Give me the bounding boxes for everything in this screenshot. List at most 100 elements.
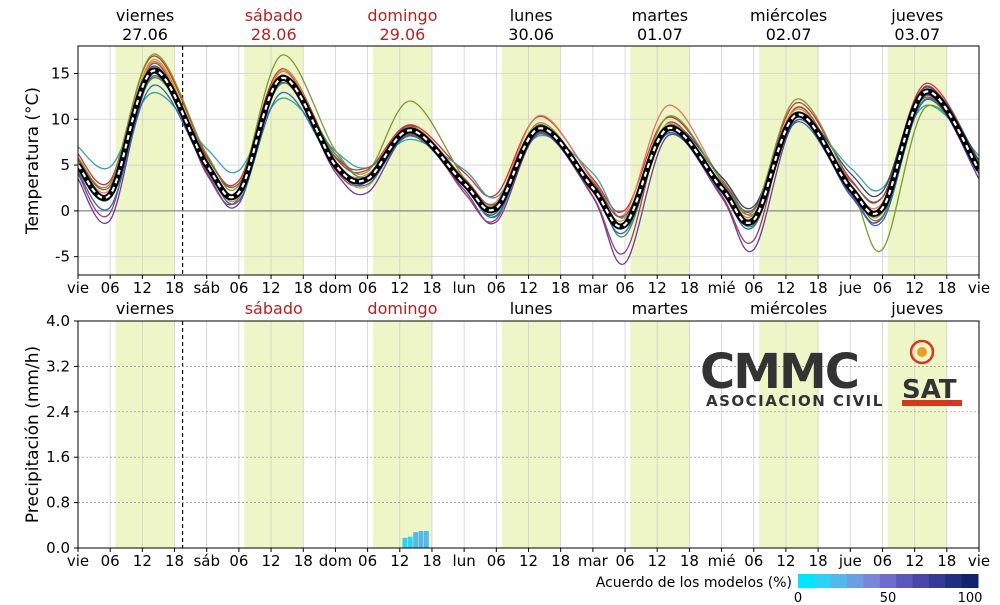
precip-x-tick-label: 06 <box>487 552 506 570</box>
temp-x-tick-label: mar <box>578 279 609 297</box>
precip-x-tick-label: 12 <box>133 552 152 570</box>
precip-bar <box>423 530 429 548</box>
precip-bar <box>407 536 413 548</box>
precip-x-tick-label: vie <box>968 552 990 570</box>
precip-x-tick-label: 12 <box>519 552 538 570</box>
day-name-label: viernes <box>116 6 174 25</box>
temp-daylight-band <box>630 46 690 275</box>
legend-title: Acuerdo de los modelos (%) <box>596 575 792 591</box>
precip-y-tick-label: 3.2 <box>46 357 70 375</box>
temp-x-tick-label: mié <box>708 279 736 297</box>
temp-x-tick-label: 06 <box>744 279 763 297</box>
day-name-label: martes <box>632 6 688 25</box>
precip-x-tick-label: 06 <box>873 552 892 570</box>
temp-x-tick-label: 12 <box>262 279 281 297</box>
temp-y-tick-label: 5 <box>60 156 70 174</box>
temp-x-tick-label: vie <box>968 279 990 297</box>
temp-x-tick-label: 06 <box>101 279 120 297</box>
temp-daylight-band <box>759 46 819 275</box>
temp-x-tick-label: 18 <box>551 279 570 297</box>
legend-color-swatch <box>945 574 963 588</box>
legend-color-swatch <box>961 574 979 588</box>
precip-x-tick-label: 18 <box>551 552 570 570</box>
day-date-label: 27.06 <box>122 25 168 44</box>
temp-x-tick-label: 06 <box>873 279 892 297</box>
temp-x-tick-label: 18 <box>422 279 441 297</box>
temp-x-tick-label: 18 <box>680 279 699 297</box>
agreement-legend: Acuerdo de los modelos (%)0 50 100 <box>596 574 983 605</box>
legend-mid-label: 50 <box>880 591 897 605</box>
day-name-label: sábado <box>245 6 303 25</box>
temp-y-tick-label: 10 <box>51 110 70 128</box>
temp-x-tick-label: jue <box>838 279 862 297</box>
legend-color-swatch <box>798 574 815 588</box>
precip-x-tick-label: 18 <box>809 552 828 570</box>
day-name-label: martes <box>632 299 688 318</box>
logo-wordmark: CMMC <box>700 344 858 400</box>
temp-x-tick-label: vie <box>67 279 89 297</box>
precip-x-tick-label: 06 <box>358 552 377 570</box>
day-name-label: domingo <box>367 299 437 318</box>
legend-color-swatch <box>912 574 930 588</box>
day-name-label: miércoles <box>750 6 827 25</box>
precip-bar <box>418 530 424 548</box>
temp-x-tick-label: 12 <box>390 279 409 297</box>
day-date-label: 29.06 <box>380 25 426 44</box>
temp-x-tick-label: sáb <box>193 279 220 297</box>
legend-max-label: 100 <box>958 591 983 605</box>
precip-daylight-band <box>501 321 561 548</box>
precip-y-tick-label: 0.8 <box>46 494 70 512</box>
signal-dot-icon <box>917 347 927 357</box>
precipitation-panel: vie 06 12 18 sáb 06 12 18 dom 06 12 18 lun 06 12 18 mar 0… <box>23 299 990 570</box>
day-date-label: 30.06 <box>508 25 554 44</box>
legend-color-swatch <box>879 574 897 588</box>
temp-x-tick-label: 12 <box>133 279 152 297</box>
day-name-label: sábado <box>245 299 303 318</box>
precip-x-tick-label: lun <box>453 552 476 570</box>
precip-x-tick-label: 06 <box>615 552 634 570</box>
precip-x-tick-label: 18 <box>422 552 441 570</box>
precip-daylight-band <box>372 321 432 548</box>
precip-y-tick-label: 2.4 <box>46 403 70 421</box>
temp-x-tick-label: 18 <box>937 279 956 297</box>
day-name-label: jueves <box>890 6 943 25</box>
legend-color-swatch <box>896 574 914 588</box>
precip-daylight-band <box>244 321 304 548</box>
precip-x-tick-label: 06 <box>101 552 120 570</box>
precip-x-tick-label: 12 <box>648 552 667 570</box>
day-name-label: miércoles <box>750 299 827 318</box>
temp-x-tick-label: 18 <box>165 279 184 297</box>
temp-x-tick-label: 18 <box>809 279 828 297</box>
legend-color-swatch <box>863 574 881 588</box>
temp-mean-line-dash <box>78 69 979 228</box>
precip-daylight-band <box>887 321 947 548</box>
precip-x-tick-label: mar <box>578 552 609 570</box>
day-date-label: 01.07 <box>637 25 683 44</box>
temp-x-tick-label: 18 <box>294 279 313 297</box>
precip-plot-frame <box>77 320 980 549</box>
temp-y-tick-label: 0 <box>60 202 70 220</box>
precip-x-tick-label: 06 <box>229 552 248 570</box>
temp-x-tick-label: 06 <box>487 279 506 297</box>
precip-daylight-band <box>630 321 690 548</box>
precip-x-tick-label: sáb <box>193 552 220 570</box>
legend-min-label: 0 <box>794 591 802 605</box>
temp-x-tick-label: 12 <box>776 279 795 297</box>
precip-x-tick-label: 18 <box>165 552 184 570</box>
precip-y-tick-label: 4.0 <box>46 312 70 330</box>
precip-x-tick-label: 18 <box>937 552 956 570</box>
legend-color-swatch <box>830 574 848 588</box>
precip-x-tick-label: 12 <box>262 552 281 570</box>
temp-series-group <box>78 53 979 265</box>
precip-y-axis-label: Precipitación (mm/h) <box>23 346 43 523</box>
precip-x-tick-label: 12 <box>776 552 795 570</box>
day-name-label: lunes <box>510 299 553 318</box>
precip-x-tick-label: 18 <box>680 552 699 570</box>
legend-color-swatch <box>847 574 864 588</box>
temp-x-tick-label: 12 <box>905 279 924 297</box>
precip-x-tick-label: mié <box>708 552 736 570</box>
temp-x-tick-label: 06 <box>358 279 377 297</box>
precip-y-tick-label: 1.6 <box>46 448 70 466</box>
precip-y-tick-label: 0.0 <box>46 539 70 557</box>
